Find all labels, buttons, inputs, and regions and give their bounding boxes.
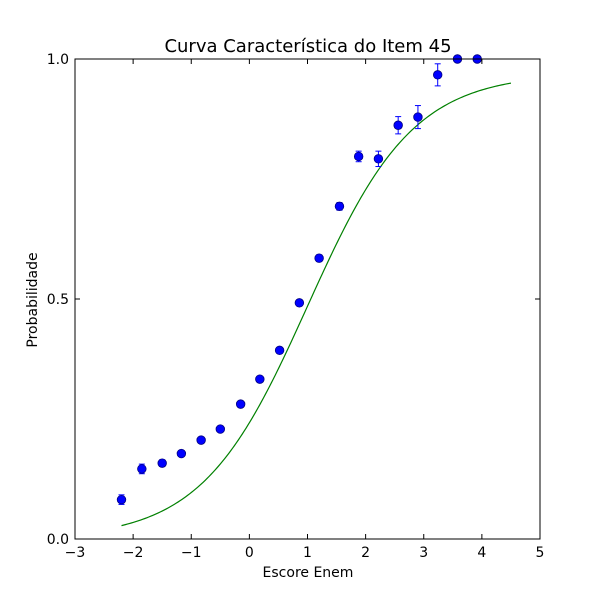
- x-tick-label: 1: [303, 545, 312, 561]
- chart-title: Curva Característica do Item 45: [164, 36, 451, 57]
- data-point: [116, 494, 127, 505]
- x-tick-label: −3: [65, 545, 86, 561]
- data-point: [235, 399, 246, 409]
- data-point: [413, 112, 423, 122]
- x-tick-label: −1: [181, 545, 202, 561]
- x-tick-label: 3: [419, 545, 428, 561]
- data-point: [373, 154, 384, 164]
- data-point: [353, 151, 364, 162]
- data-point: [157, 458, 167, 468]
- y-tick-label: 0.5: [47, 292, 69, 308]
- data-point: [433, 70, 443, 80]
- data-point: [176, 448, 187, 459]
- data-point: [314, 253, 324, 263]
- x-tick-label: 5: [536, 545, 545, 561]
- y-tick-label: 0.0: [47, 532, 69, 548]
- data-point: [294, 298, 305, 308]
- data-point: [393, 120, 403, 130]
- x-tick-label: 0: [245, 545, 254, 561]
- plot-area: −3 −2 −1 0 1 2 3 4 5 0.0 0.5 1.0: [47, 52, 545, 561]
- data-point: [255, 374, 265, 384]
- data-point: [196, 435, 206, 445]
- y-tick-label: 1.0: [47, 52, 69, 68]
- x-tick-label: −2: [123, 545, 144, 561]
- x-tick-label: 4: [477, 545, 486, 561]
- x-tick-label: 2: [361, 545, 370, 561]
- series-curve-line: [121, 82, 512, 527]
- data-point: [137, 464, 147, 474]
- data-point: [274, 345, 285, 356]
- data-point: [334, 201, 345, 212]
- x-axis-label: Escore Enem: [263, 565, 354, 581]
- y-axis-label: Probabilidade: [25, 252, 41, 347]
- data-point: [215, 424, 226, 434]
